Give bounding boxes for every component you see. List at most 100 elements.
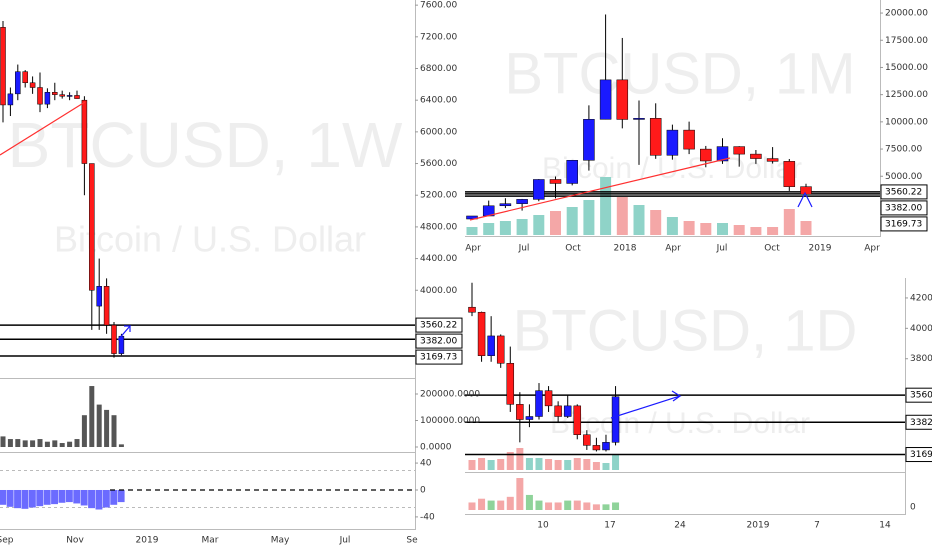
indicator-bar — [487, 500, 495, 510]
y-tick-label: 4000.00 — [420, 286, 457, 296]
volume-bar — [497, 459, 505, 470]
indicator-bar — [65, 489, 73, 503]
indicator-bar — [516, 478, 524, 510]
y-tick-label: 4000.00 — [910, 324, 932, 334]
candle-body — [750, 153, 762, 159]
indicator-bar — [478, 498, 486, 510]
y-tick-label: 20000.00 — [885, 9, 928, 19]
x-tick-label: 2019 — [136, 536, 159, 546]
y-tick-label: 6400.00 — [420, 96, 457, 106]
candle-body — [533, 179, 545, 200]
candle-body — [487, 335, 495, 356]
indicator-bar — [468, 502, 476, 510]
x-tick-label: Apr — [665, 244, 681, 254]
volume-bar — [602, 463, 610, 470]
watermark-name: Bitcoin / U.S. Dollar — [550, 407, 810, 440]
x-tick-label: Jul — [518, 244, 530, 254]
indicator-bar — [564, 500, 572, 510]
candle-body — [573, 405, 582, 435]
watermark-name: Bitcoin / U.S. Dollar — [54, 219, 366, 260]
price-label: 3382.00 — [885, 203, 922, 213]
candle-body — [96, 286, 102, 307]
indicator-bar — [95, 489, 103, 510]
candle-body — [554, 405, 562, 417]
candle-body — [468, 306, 476, 313]
y-tick-label: 12500.00 — [885, 90, 928, 100]
volume-bar — [666, 217, 678, 235]
indicator-tick-label: 0 — [420, 485, 426, 495]
candle-body — [800, 186, 812, 195]
candle-body — [499, 203, 512, 207]
volume-bar — [52, 440, 58, 448]
volume-bar — [566, 207, 578, 235]
indicator-tick-label: 40 — [420, 459, 432, 469]
indicator-bar — [51, 489, 58, 505]
volume-bar — [96, 404, 102, 448]
volume-bar — [767, 227, 779, 235]
volume-bar — [89, 386, 95, 448]
volume-bar — [683, 221, 695, 235]
candle-body — [583, 119, 595, 161]
volume-bar — [650, 210, 662, 235]
x-tick-label: 2019 — [747, 521, 770, 531]
candle-body — [544, 390, 553, 407]
candle-body — [649, 118, 662, 156]
indicator-bar — [102, 489, 110, 508]
price-label: 3382.00 — [420, 337, 457, 347]
indicator-bar — [535, 500, 543, 510]
x-tick-label: 10 — [537, 521, 549, 531]
y-tick-label: 7200.00 — [420, 32, 457, 42]
volume-bar — [612, 455, 620, 470]
trend-line — [0, 101, 86, 156]
volume-bar — [44, 441, 50, 448]
price-label-box — [905, 387, 932, 403]
indicator-tick-label: 0 — [910, 503, 916, 513]
volume-bar — [600, 177, 612, 235]
candle-body — [516, 404, 524, 420]
x-tick-label: 17 — [604, 521, 615, 531]
candle-body — [599, 79, 612, 120]
x-tick-label: Apr — [465, 244, 481, 254]
price-label: 3169.73 — [420, 353, 457, 363]
indicator-bar — [497, 500, 505, 510]
candle-body — [583, 434, 591, 446]
indicator-bar — [110, 489, 118, 505]
y-tick-label: 6000.00 — [420, 127, 457, 137]
candle-body — [66, 95, 73, 97]
volume-bar — [74, 439, 80, 448]
candle-body — [44, 92, 51, 105]
y-tick-label: 4200.00 — [910, 293, 932, 303]
indicator-tick-label: -40 — [420, 512, 435, 522]
y-tick-label: 15000.00 — [885, 63, 928, 73]
volume-bar — [59, 443, 65, 448]
y-tick-label: 5600.00 — [420, 159, 457, 169]
volume-bar — [487, 460, 495, 470]
price-label-box — [905, 447, 932, 463]
volume-bar — [22, 440, 28, 448]
indicator-bar — [80, 489, 88, 506]
volume-bar — [750, 227, 762, 235]
candle-body — [52, 92, 58, 95]
y-tick-label: 17500.00 — [885, 36, 928, 46]
volume-bar — [111, 415, 117, 448]
candle-body — [37, 87, 43, 105]
indicator-bar — [592, 504, 600, 510]
price-label-box — [880, 184, 928, 200]
arrow — [797, 191, 813, 208]
candle-body — [666, 129, 679, 156]
volume-bar — [700, 223, 712, 235]
price-label-box — [415, 317, 463, 333]
marks — [0, 14, 905, 510]
volume-bar — [104, 409, 110, 448]
candle-body — [506, 363, 515, 405]
candle-body — [15, 71, 21, 95]
indicator-bar — [573, 500, 581, 510]
volume-bar — [583, 459, 591, 470]
price-label-box — [880, 200, 928, 216]
candle-body — [7, 93, 14, 106]
volume-bar — [30, 440, 36, 448]
x-tick-label: Sep — [0, 536, 14, 546]
indicator-bar — [88, 489, 95, 509]
y-tick-label: 5000.00 — [885, 172, 922, 182]
x-tick-label: Nov — [66, 536, 84, 546]
